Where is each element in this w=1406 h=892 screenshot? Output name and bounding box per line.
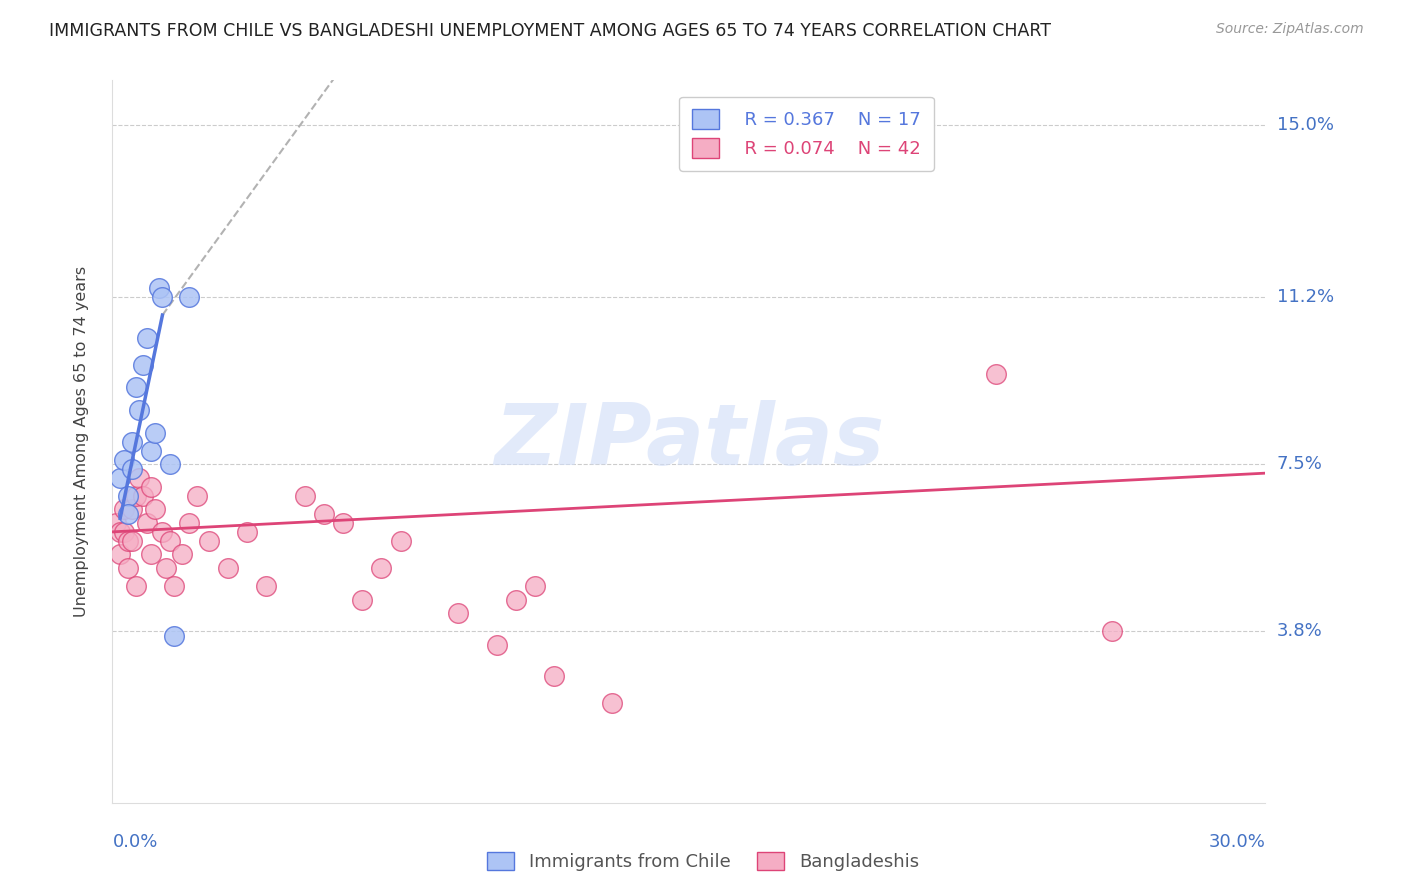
Point: [132, 489, 155, 503]
Point: [447, 606, 470, 620]
Point: [312, 507, 335, 521]
Point: [108, 471, 131, 485]
Point: [117, 489, 139, 503]
Point: [543, 669, 565, 683]
Point: [179, 290, 201, 304]
Point: [105, 516, 128, 530]
Point: [155, 561, 177, 575]
Point: [117, 507, 139, 521]
Point: [389, 533, 412, 548]
Y-axis label: Unemployment Among Ages 65 to 74 years: Unemployment Among Ages 65 to 74 years: [75, 266, 89, 617]
Point: [112, 524, 135, 539]
Point: [139, 480, 162, 494]
Text: 11.2%: 11.2%: [1277, 288, 1334, 306]
Point: [163, 579, 186, 593]
Point: [128, 471, 150, 485]
Point: [117, 561, 139, 575]
Point: [143, 502, 166, 516]
Text: ZIPatlas: ZIPatlas: [494, 400, 884, 483]
Point: [132, 358, 155, 372]
Point: [121, 533, 143, 548]
Point: [217, 561, 239, 575]
Legend: Immigrants from Chile, Bangladeshis: Immigrants from Chile, Bangladeshis: [479, 845, 927, 879]
Point: [159, 457, 181, 471]
Point: [124, 489, 146, 503]
Point: [112, 452, 135, 467]
Point: [128, 403, 150, 417]
Text: 0.0%: 0.0%: [112, 833, 157, 851]
Point: [108, 524, 131, 539]
Point: [159, 533, 181, 548]
Point: [179, 516, 201, 530]
Point: [505, 592, 527, 607]
Point: [124, 579, 146, 593]
Text: Source: ZipAtlas.com: Source: ZipAtlas.com: [1216, 22, 1364, 37]
Point: [112, 502, 135, 516]
Point: [197, 533, 219, 548]
Point: [139, 443, 162, 458]
Point: [143, 425, 166, 440]
Text: 3.8%: 3.8%: [1277, 623, 1322, 640]
Text: 7.5%: 7.5%: [1277, 455, 1323, 473]
Text: IMMIGRANTS FROM CHILE VS BANGLADESHI UNEMPLOYMENT AMONG AGES 65 TO 74 YEARS CORR: IMMIGRANTS FROM CHILE VS BANGLADESHI UNE…: [49, 22, 1052, 40]
Point: [124, 380, 146, 394]
Point: [148, 281, 170, 295]
Point: [163, 629, 186, 643]
Point: [121, 461, 143, 475]
Point: [121, 434, 143, 449]
Point: [139, 548, 162, 562]
Point: [186, 489, 208, 503]
Point: [136, 331, 159, 345]
Point: [600, 697, 623, 711]
Point: [170, 548, 193, 562]
Point: [370, 561, 392, 575]
Point: [236, 524, 259, 539]
Point: [108, 548, 131, 562]
Legend:   R = 0.367    N = 17,   R = 0.074    N = 42: R = 0.367 N = 17, R = 0.074 N = 42: [679, 96, 934, 170]
Point: [152, 524, 174, 539]
Point: [152, 290, 174, 304]
Point: [485, 638, 508, 652]
Point: [986, 367, 1008, 381]
Point: [332, 516, 354, 530]
Text: 15.0%: 15.0%: [1277, 117, 1333, 135]
Text: 30.0%: 30.0%: [1209, 833, 1265, 851]
Point: [294, 489, 316, 503]
Point: [121, 502, 143, 516]
Point: [524, 579, 547, 593]
Point: [136, 516, 159, 530]
Point: [1101, 624, 1123, 639]
Point: [117, 533, 139, 548]
Point: [254, 579, 277, 593]
Point: [352, 592, 374, 607]
